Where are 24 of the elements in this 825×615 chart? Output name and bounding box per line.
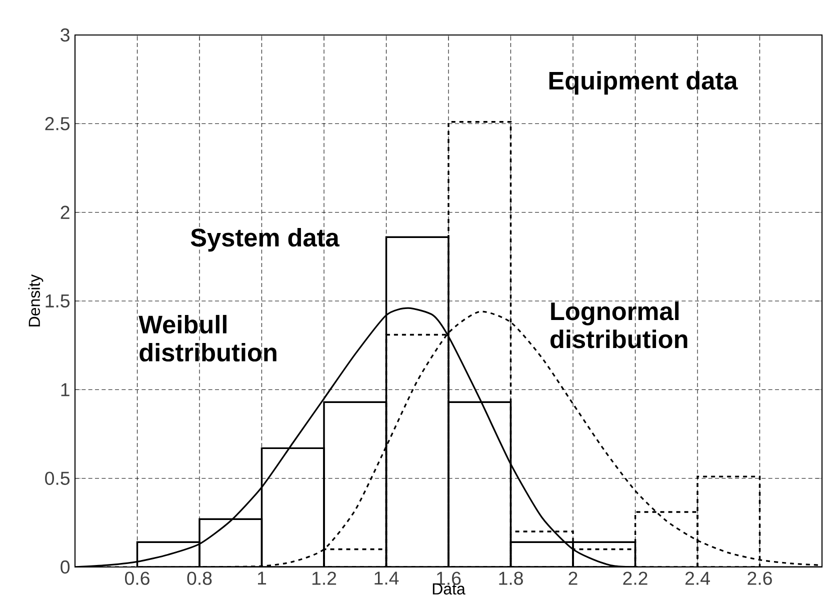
- x-tick-label: 2.2: [623, 572, 648, 585]
- x-axis-title: Data: [432, 583, 466, 595]
- x-tick-label: 2.4: [685, 572, 710, 585]
- annotation: System data: [190, 228, 340, 252]
- x-tick-label: 1: [258, 572, 266, 585]
- y-tick-label: 3: [60, 28, 70, 42]
- y-tick-label: 1: [61, 383, 70, 396]
- y-tick-label: 2: [60, 206, 70, 219]
- annotation: Equipment data: [549, 71, 738, 95]
- y-axis-title: Density: [28, 274, 44, 326]
- x-tick-label: 1.2: [312, 572, 336, 585]
- x-tick-label: 2.6: [748, 572, 772, 585]
- y-tick-label: 0: [60, 560, 70, 574]
- x-tick-label: 0.8: [187, 572, 212, 585]
- x-tick-label: 0.6: [125, 572, 150, 585]
- annotation: Lognormal distribution: [550, 302, 688, 348]
- y-tick-label: 0.5: [45, 472, 70, 485]
- annotation: Weibull distribution: [138, 314, 276, 362]
- y-tick-label: 1.5: [46, 294, 70, 308]
- x-tick-label: 1.4: [374, 572, 399, 585]
- x-tick-label: 1.6: [436, 572, 461, 585]
- x-tick-label: 2: [568, 572, 578, 585]
- y-tick-label: 2.5: [45, 117, 70, 130]
- x-tick-label: 1.8: [499, 572, 523, 585]
